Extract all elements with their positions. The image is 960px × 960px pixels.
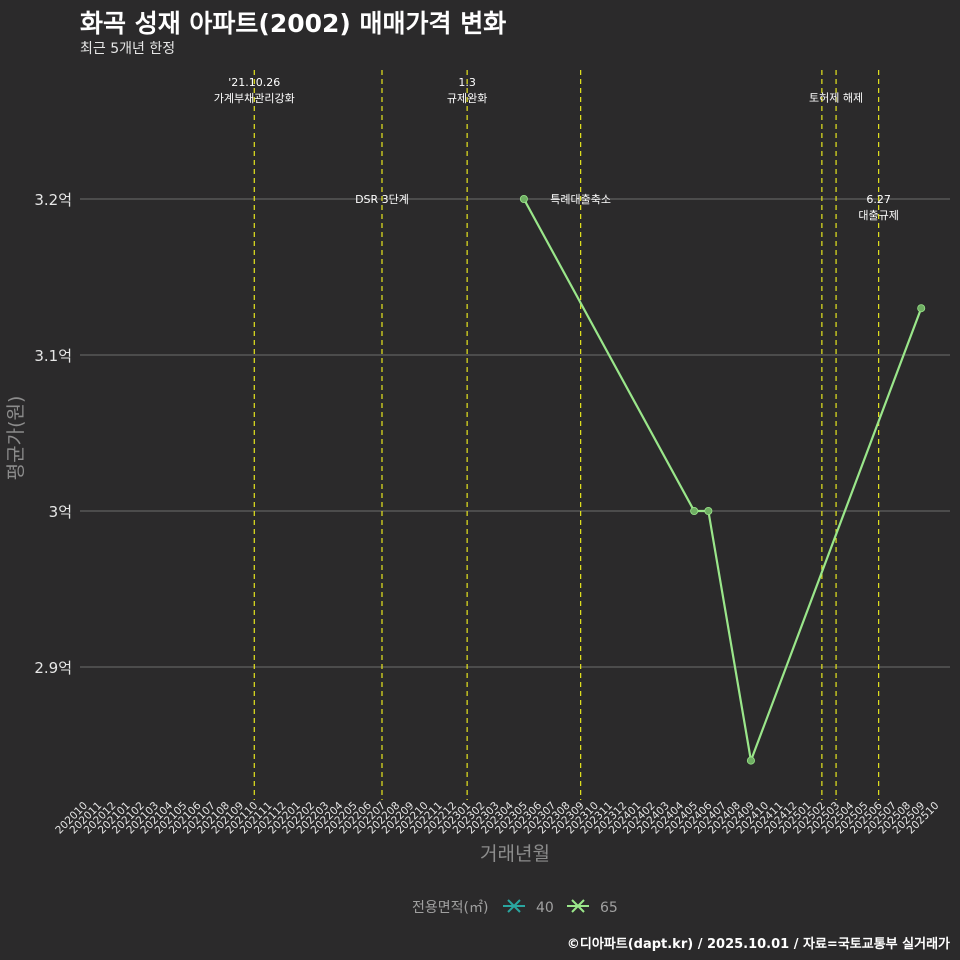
chart-title: 화곡 성재 아파트(2002) 매매가격 변화 xyxy=(80,9,507,38)
chart-subtitle: 최근 5개년 한정 xyxy=(80,41,176,57)
legend: 전용면적(㎡) 40 65 xyxy=(412,899,618,916)
y-axis: 2.9억 3억 3.1억 3.2억 xyxy=(34,191,72,677)
data-point xyxy=(690,506,699,515)
data-point xyxy=(704,506,713,515)
event-label: DSR 3단계 xyxy=(355,193,409,206)
legend-key-cross xyxy=(571,899,585,913)
legend-key-cross xyxy=(507,899,521,913)
legend-label: 40 xyxy=(536,900,554,916)
series-layer xyxy=(519,194,926,765)
legend-label: 65 xyxy=(600,900,618,916)
event-label: 가계부채관리강화 xyxy=(214,92,295,105)
event-label: 1.3 xyxy=(458,76,476,89)
event-label: 6.27 xyxy=(866,193,891,206)
y-tick-label: 3억 xyxy=(49,503,72,521)
event-label: 규제완화 xyxy=(447,92,487,105)
event-label: 특례대출축소 xyxy=(550,193,611,206)
data-point xyxy=(519,194,528,203)
event-label: '21.10.26 xyxy=(228,76,280,89)
data-point xyxy=(746,756,755,765)
y-axis-title: 평균가(원) xyxy=(5,396,27,481)
event-label: 대출규제 xyxy=(858,209,898,222)
x-axis-title: 거래년월 xyxy=(480,843,550,865)
legend-title: 전용면적(㎡) xyxy=(412,900,488,916)
y-tick-label: 2.9억 xyxy=(34,659,72,677)
event-label: 토허제 해제 xyxy=(809,91,863,105)
chart-caption: ©디아파트(dapt.kr) / 2025.10.01 / 자료=국토교통부 실… xyxy=(566,937,950,952)
data-point xyxy=(917,304,926,313)
series-line xyxy=(522,198,923,762)
y-tick-label: 3.2억 xyxy=(34,191,72,209)
y-tick-label: 3.1억 xyxy=(34,347,72,365)
grid-layer xyxy=(80,198,950,668)
x-axis: 2020102020112020122021012021022021032021… xyxy=(53,799,941,836)
